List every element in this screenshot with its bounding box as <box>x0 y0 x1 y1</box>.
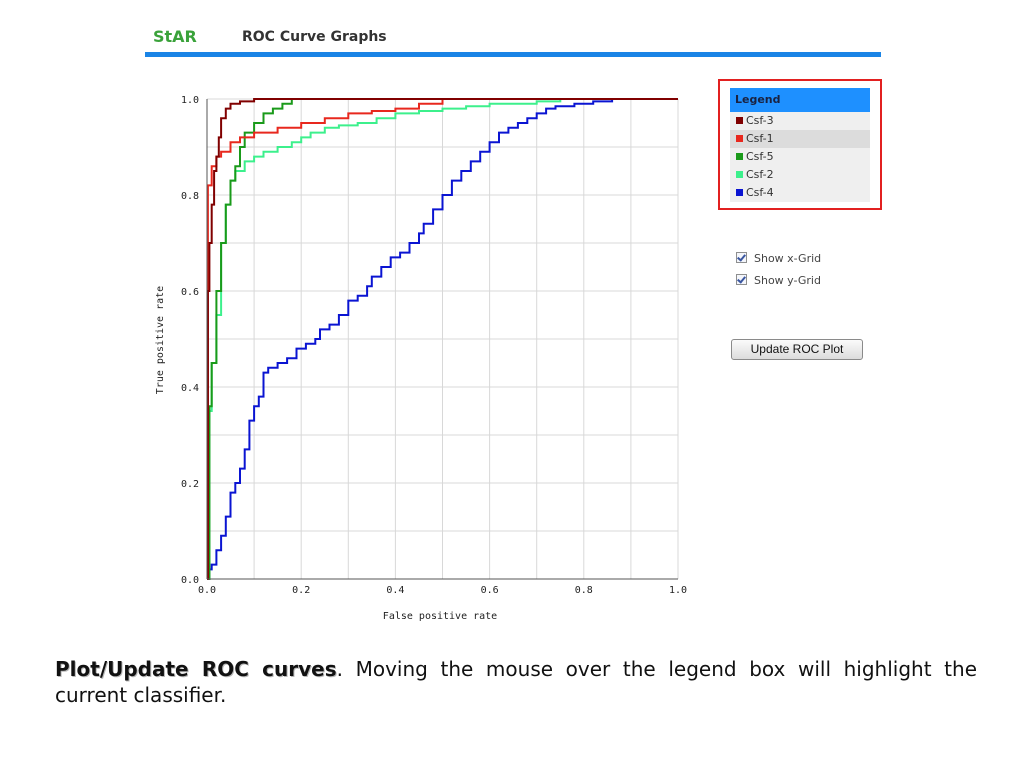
legend-title: Legend <box>730 88 870 112</box>
legend-item-label: Csf-5 <box>746 150 774 163</box>
legend-item[interactable]: Csf-2 <box>730 166 870 184</box>
legend-item-label: Csf-4 <box>746 186 774 199</box>
y-axis-title: True positive rate <box>155 286 166 394</box>
show-y-grid-checkbox[interactable] <box>736 274 747 285</box>
y-tick-label: 1.0 <box>181 95 199 106</box>
x-tick-label: 0.0 <box>198 585 216 596</box>
legend-swatch <box>736 189 743 196</box>
chart-grid <box>206 98 679 580</box>
legend-item[interactable]: Csf-5 <box>730 148 870 166</box>
show-y-grid-option[interactable]: Show y-Grid <box>736 273 821 289</box>
x-tick-label: 1.0 <box>669 585 687 596</box>
show-y-grid-label: Show y-Grid <box>754 274 821 287</box>
legend-swatch <box>736 117 743 124</box>
x-tick-label: 0.8 <box>575 585 593 596</box>
page-title: ROC Curve Graphs <box>242 29 387 45</box>
y-tick-label: 0.6 <box>181 287 199 298</box>
roc-chart-svg: 0.0 0.2 0.4 0.6 0.8 1.0 0.0 0.2 0.4 0.6 0.8 1.0 Fal… <box>155 95 687 622</box>
header-divider <box>145 52 881 57</box>
legend-swatch <box>736 171 743 178</box>
legend-item-label: Csf-3 <box>746 114 774 127</box>
legend-item[interactable]: Csf-4 <box>730 184 870 202</box>
y-tick-label: 0.2 <box>181 479 199 490</box>
legend-list: Csf-3 Csf-1 Csf-5 Csf-2 Csf-4 <box>730 112 870 202</box>
y-tick-label: 0.0 <box>181 575 199 586</box>
legend-item-label: Csf-2 <box>746 168 774 181</box>
legend-item[interactable]: Csf-1 <box>730 130 870 148</box>
x-tick-label: 0.6 <box>481 585 499 596</box>
chart-axes: 0.0 0.2 0.4 0.6 0.8 1.0 0.0 0.2 0.4 0.6 0.8 1.0 <box>181 95 687 596</box>
y-tick-label: 0.8 <box>181 191 199 202</box>
legend-item-label: Csf-1 <box>746 132 774 145</box>
x-tick-label: 0.4 <box>386 585 404 596</box>
y-tick-label: 0.4 <box>181 383 199 394</box>
legend-box[interactable]: Legend Csf-3 Csf-1 Csf-5 Csf-2 Csf-4 <box>718 79 882 210</box>
caption-lead: Plot/Update ROC curves <box>55 657 337 681</box>
update-roc-plot-button[interactable]: Update ROC Plot <box>731 339 863 360</box>
legend-swatch <box>736 135 743 142</box>
roc-curve-csf-5 <box>207 98 678 580</box>
app-header: StAR ROC Curve Graphs <box>145 24 880 58</box>
roc-chart: 0.0 0.2 0.4 0.6 0.8 1.0 0.0 0.2 0.4 0.6 0.8 1.0 Fal… <box>150 82 688 622</box>
caption: Plot/Update ROC curves. Moving the mouse… <box>55 656 977 708</box>
legend-item[interactable]: Csf-3 <box>730 112 870 130</box>
legend-swatch <box>736 153 743 160</box>
roc-curve-csf-4 <box>207 98 678 580</box>
show-x-grid-label: Show x-Grid <box>754 252 822 265</box>
show-x-grid-checkbox[interactable] <box>736 252 747 263</box>
brand-logo-link[interactable]: StAR <box>153 27 197 46</box>
x-axis-title: False positive rate <box>383 611 497 622</box>
chart-series <box>206 98 678 580</box>
x-tick-label: 0.2 <box>292 585 310 596</box>
roc-curve-csf-3 <box>206 98 678 580</box>
show-x-grid-option[interactable]: Show x-Grid <box>736 251 821 267</box>
caption-text: . Moving the mouse over the legend box w… <box>55 657 977 707</box>
